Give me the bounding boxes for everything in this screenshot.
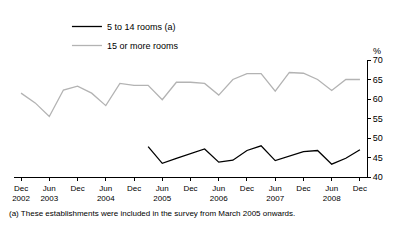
svg-text:55: 55 (373, 114, 383, 124)
svg-text:40: 40 (373, 172, 383, 182)
svg-text:Dec: Dec (183, 184, 197, 193)
svg-text:45: 45 (373, 153, 383, 163)
svg-text:Dec: Dec (240, 184, 254, 193)
svg-text:%: % (373, 46, 381, 56)
svg-text:Dec: Dec (127, 184, 141, 193)
svg-text:Dec2002: Dec2002 (12, 184, 30, 203)
svg-text:65: 65 (373, 75, 383, 85)
svg-text:60: 60 (373, 94, 383, 104)
svg-text:5 to 14 rooms (a): 5 to 14 rooms (a) (107, 22, 176, 32)
svg-text:Jun2005: Jun2005 (153, 184, 171, 203)
svg-text:Dec: Dec (70, 184, 84, 193)
svg-text:Dec: Dec (353, 184, 367, 193)
svg-text:Jun2003: Jun2003 (40, 184, 58, 203)
svg-text:Jun2008: Jun2008 (323, 184, 341, 203)
svg-text:Jun2006: Jun2006 (210, 184, 228, 203)
svg-text:50: 50 (373, 133, 383, 143)
svg-text:15 or more rooms: 15 or more rooms (107, 41, 179, 51)
svg-text:(a) These establishments were: (a) These establishments were included i… (9, 209, 295, 218)
svg-text:Jun2007: Jun2007 (266, 184, 284, 203)
svg-text:70: 70 (373, 55, 383, 65)
svg-text:Dec: Dec (296, 184, 310, 193)
svg-text:Jun2004: Jun2004 (97, 184, 115, 203)
